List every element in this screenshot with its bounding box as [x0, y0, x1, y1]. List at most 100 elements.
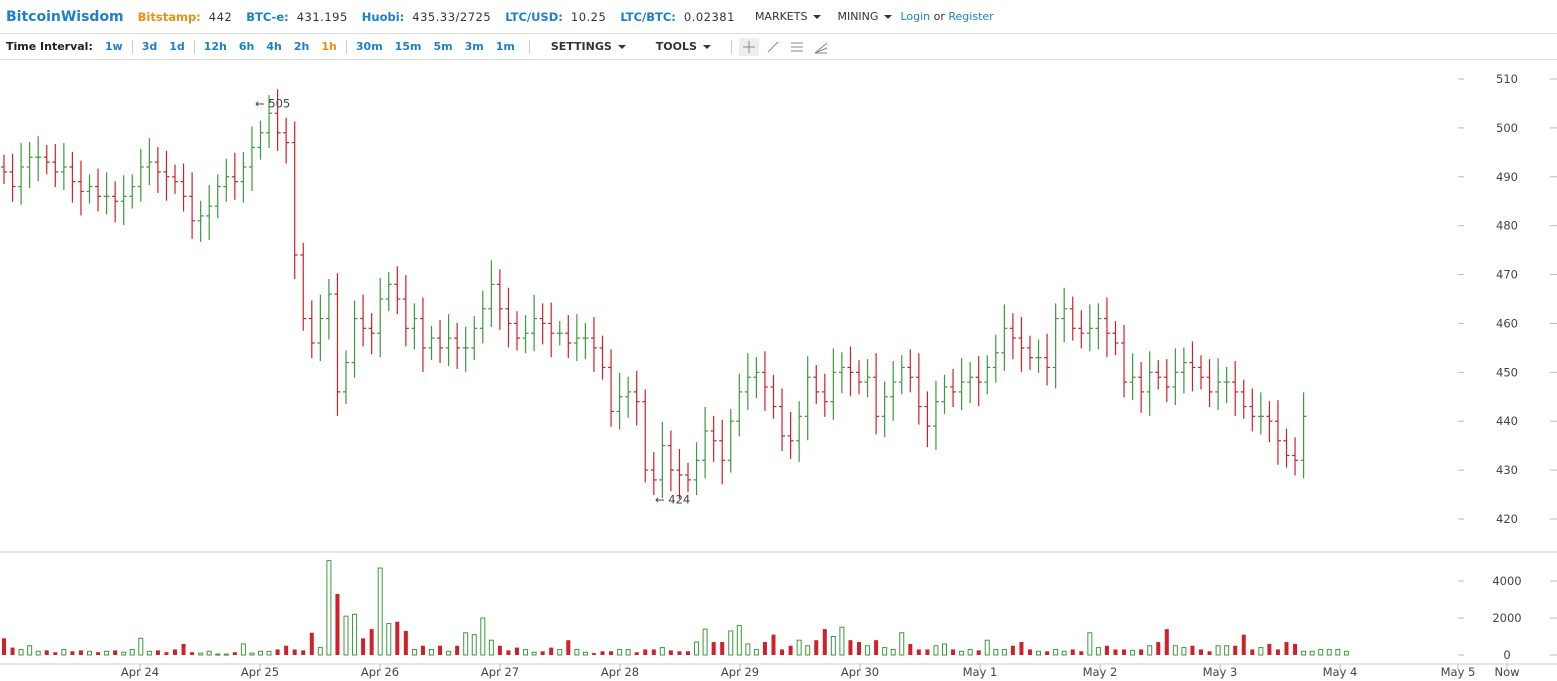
volume-bar [343, 615, 349, 656]
volume-bar [266, 650, 272, 656]
volume-bar [138, 637, 144, 656]
interval-15m[interactable]: 15m [394, 40, 422, 53]
ticker-ltcusd[interactable]: LTC/USD: 10.25 [505, 10, 606, 24]
volume-bar [959, 650, 965, 656]
volume-bar [1061, 650, 1067, 656]
volume-bar [686, 651, 690, 655]
volume-bar [1156, 642, 1161, 655]
interval-30m[interactable]: 30m [355, 40, 383, 53]
date-label: May 4 [1323, 665, 1358, 679]
volume-bar [814, 640, 819, 655]
ticker-bitstamp[interactable]: Bitstamp: 442 [138, 10, 233, 24]
interval-3d[interactable]: 3d [141, 40, 158, 53]
volume-bar [984, 639, 990, 656]
volume-bar [1010, 645, 1015, 655]
interval-5m[interactable]: 5m [433, 40, 453, 53]
volume-bar [1199, 649, 1203, 655]
volume-bar [113, 650, 118, 655]
date-label: May 2 [1083, 665, 1118, 679]
tools-menu[interactable]: TOOLS [656, 40, 711, 53]
volume-bar [848, 640, 853, 655]
fan-icon[interactable] [811, 38, 831, 56]
volume-bar [61, 648, 67, 656]
volume-bar [788, 645, 793, 655]
ticker-ltcbtc[interactable]: LTC/BTC: 0.02381 [620, 10, 735, 24]
price-tick-label: 490 [1496, 170, 1518, 184]
volume-bar [438, 645, 443, 655]
volume-bar [198, 652, 204, 656]
horizontal-lines-icon[interactable] [787, 38, 807, 56]
volume-bar [386, 623, 392, 656]
volume-bar [1001, 648, 1007, 656]
volume-bar [1045, 651, 1050, 655]
volume-bar [574, 648, 580, 656]
volume-bar [1190, 645, 1195, 655]
chevron-down-icon [702, 44, 711, 49]
price-tick-label: 420 [1496, 512, 1518, 526]
volume-bar [933, 645, 939, 656]
volume-bar [711, 642, 716, 655]
volume-bar [694, 641, 700, 656]
volume-bar [720, 642, 725, 655]
volume-bar [1241, 634, 1246, 655]
ticker-exchange-label: Bitstamp: [137, 9, 201, 24]
interval-3m[interactable]: 3m [464, 40, 484, 53]
volume-bar [173, 649, 177, 655]
volume-bar [1326, 648, 1332, 656]
volume-bar [258, 650, 263, 656]
crosshair-icon[interactable] [738, 37, 759, 56]
settings-menu-label: SETTINGS [550, 40, 612, 53]
volume-bar [1053, 648, 1059, 656]
volume-bar [232, 652, 237, 655]
volume-bar [1095, 647, 1101, 656]
volume-tick-label: 2000 [1492, 611, 1521, 625]
volume-bar [942, 643, 947, 656]
brand-logo[interactable]: BitcoinWisdom [6, 8, 124, 25]
line-icon[interactable] [763, 38, 783, 56]
volume-bar [215, 653, 221, 656]
register-link[interactable]: Register [948, 10, 994, 23]
volume-bar [446, 650, 452, 656]
settings-menu[interactable]: SETTINGS [551, 40, 626, 53]
volume-bar [27, 645, 33, 656]
volume-bar [1122, 649, 1127, 655]
volume-bar [1019, 642, 1024, 655]
interval-1w[interactable]: 1w [104, 40, 123, 53]
interval-1h[interactable]: 1h [321, 40, 337, 53]
markets-menu[interactable]: MARKETS [755, 10, 822, 23]
volume-bar [164, 652, 169, 655]
chevron-down-icon [617, 44, 626, 49]
volume-bar [617, 648, 623, 656]
volume-bar [531, 651, 537, 656]
volume-bar [275, 649, 280, 655]
date-label: May 1 [963, 665, 998, 679]
volume-bar [540, 651, 545, 655]
date-label: Now [1494, 665, 1519, 679]
volume-bar [780, 649, 785, 655]
interval-6h[interactable]: 6h [238, 40, 255, 53]
volume-bar [625, 648, 631, 656]
volume-bar [1079, 651, 1084, 655]
volume-bar [369, 629, 374, 655]
volume-bar [753, 648, 759, 656]
interval-1d[interactable]: 1d [169, 40, 185, 53]
interval-4h[interactable]: 4h [266, 40, 282, 53]
ticker-huobi[interactable]: Huobi: 435.33/2725 [362, 10, 491, 24]
volume-bar [352, 613, 358, 656]
divider [528, 39, 530, 54]
volume-bar [634, 652, 639, 655]
volume-bar [301, 650, 306, 655]
interval-12h[interactable]: 12h [203, 40, 227, 53]
login-link[interactable]: Login [900, 10, 931, 23]
interval-1m[interactable]: 1m [495, 40, 515, 53]
price-chart[interactable]: 510 500 490 480 470 460 450 440 430 420 4000 2000 0 A… [0, 60, 1557, 681]
high-annotation: ← 505 [255, 96, 290, 110]
volume-tick-label: 4000 [1492, 574, 1521, 588]
mining-menu[interactable]: MINING [837, 10, 893, 23]
volume-bar [429, 648, 434, 656]
interval-2h[interactable]: 2h [293, 40, 310, 53]
divider [193, 39, 195, 54]
volume-bar [771, 634, 776, 655]
volume-bar [865, 645, 871, 656]
ticker-btce[interactable]: BTC-e: 431.195 [246, 10, 348, 24]
